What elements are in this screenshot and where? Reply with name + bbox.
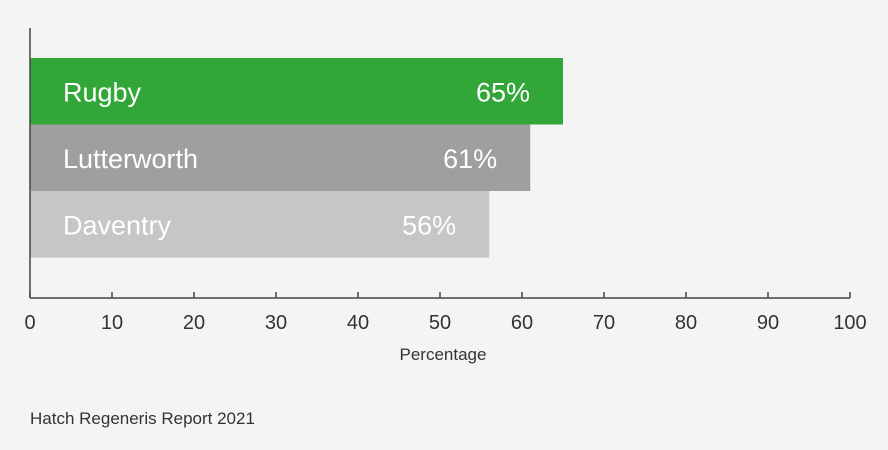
- category-label-daventry: Daventry: [63, 210, 172, 240]
- x-tick-label-50: 50: [429, 312, 451, 334]
- x-tick-label-20: 20: [183, 312, 205, 334]
- value-label-rugby: 65%: [476, 77, 530, 107]
- bar-lutterworth: [30, 124, 531, 191]
- x-tick-label-40: 40: [347, 312, 369, 334]
- bar-rugby: [30, 58, 563, 125]
- value-label-daventry: 56%: [402, 210, 456, 240]
- value-label-lutterworth: 61%: [443, 144, 497, 174]
- category-label-rugby: Rugby: [63, 77, 142, 107]
- x-tick-label-100: 100: [833, 312, 866, 334]
- x-tick-label-30: 30: [265, 312, 287, 334]
- x-tick-label-90: 90: [757, 312, 779, 334]
- source-note: Hatch Regeneris Report 2021: [30, 409, 255, 428]
- x-tick-label-80: 80: [675, 312, 697, 334]
- x-tick-label-10: 10: [101, 312, 123, 334]
- x-tick-label-0: 0: [24, 312, 35, 334]
- x-tick-label-60: 60: [511, 312, 533, 334]
- axis-layer: 0 10 20 30 40 50 60 70 80 90 100: [24, 28, 867, 334]
- category-label-lutterworth: Lutterworth: [63, 144, 198, 174]
- x-tick-label-70: 70: [593, 312, 615, 334]
- bars-layer: Rugby 65% Lutterworth 61% Daventry 56%: [30, 58, 563, 258]
- bar-daventry: [30, 191, 490, 258]
- x-axis-title: Percentage: [400, 345, 487, 364]
